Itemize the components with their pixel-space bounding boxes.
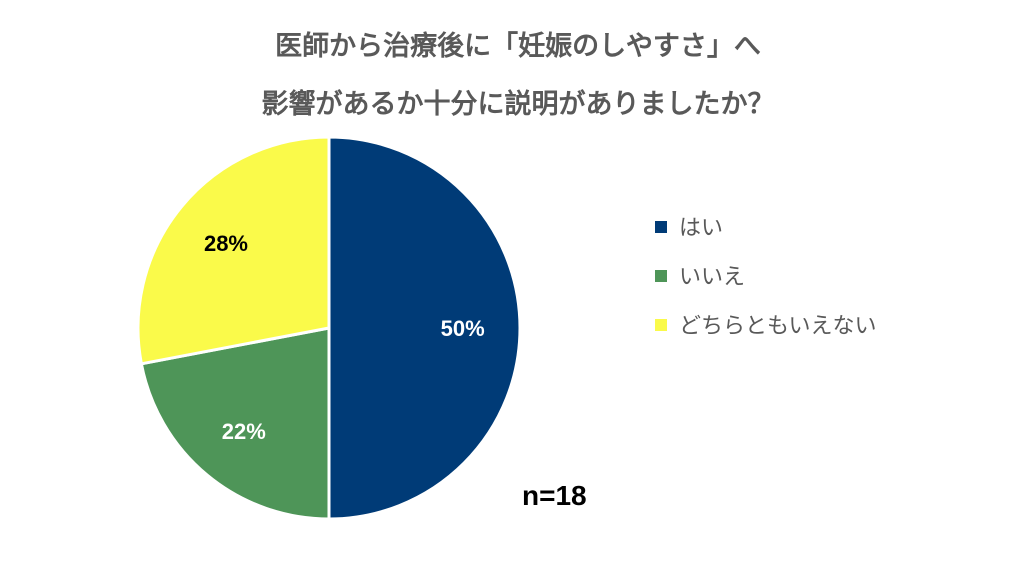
chart-title-line-1: 医師から治療後に「妊娠のしやすさ」へ xyxy=(275,30,761,62)
pie-data-labels: 50% 22% 28% xyxy=(204,231,485,444)
data-label-2: 28% xyxy=(204,231,248,256)
pie-slice-0 xyxy=(327,135,522,521)
legend-label-0: はい xyxy=(679,216,723,241)
legend-marker-2 xyxy=(655,319,667,331)
pie-slice-2 xyxy=(136,135,331,366)
sample-size-label: n=18 xyxy=(522,480,587,511)
pie-slices xyxy=(136,135,522,521)
legend-marker-1 xyxy=(655,270,667,282)
legend-label-2: どちらともいえない xyxy=(679,314,877,339)
chart-title-line-2: 影響があるか十分に説明がありましたか？ xyxy=(262,88,775,120)
data-label-0: 50% xyxy=(441,316,485,341)
pie-slice-1 xyxy=(139,326,331,521)
legend-marker-0 xyxy=(655,221,667,233)
legend-label-1: いいえ xyxy=(679,265,745,290)
data-label-1: 22% xyxy=(222,419,266,444)
